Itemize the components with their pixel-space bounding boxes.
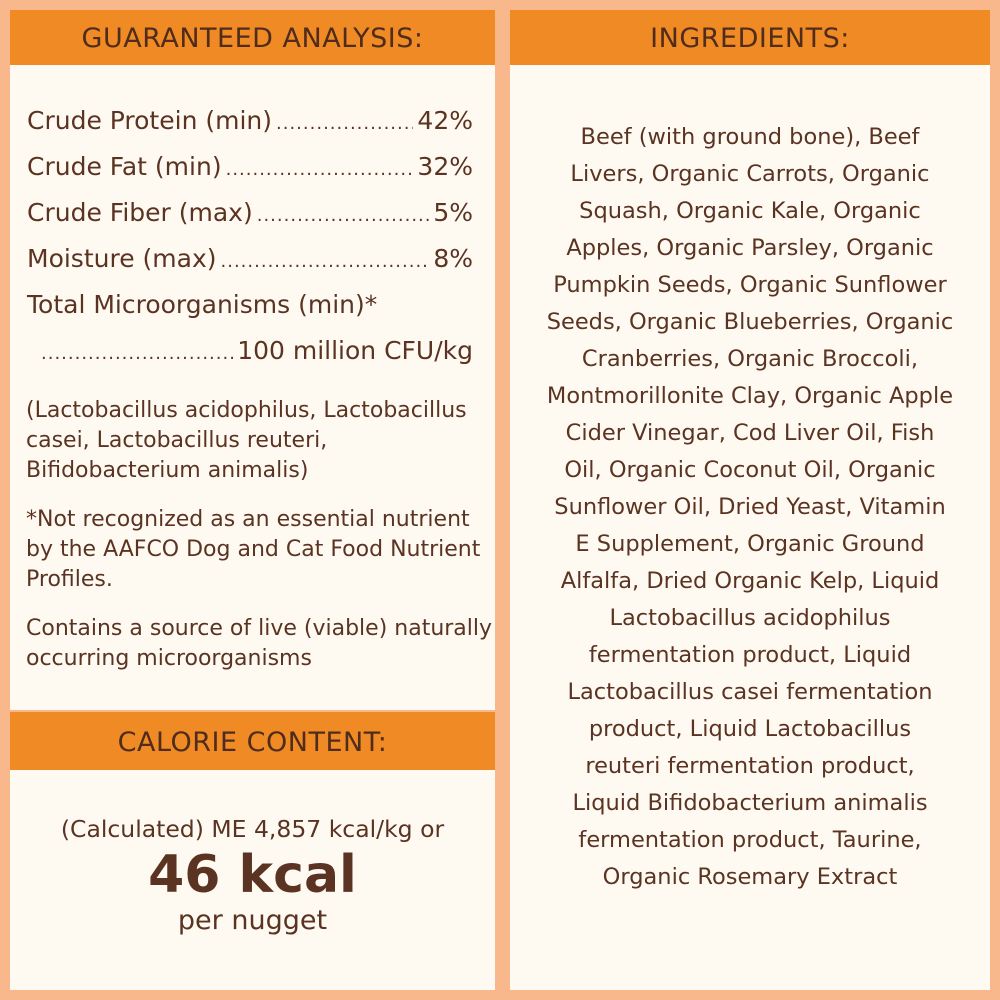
live-note: Contains a source of live (viable) natur…	[26, 616, 493, 671]
row-value: 42%	[417, 106, 473, 135]
ingredients-line: fermentation product, Taurine,	[578, 827, 922, 853]
calorie-header: CALORIE CONTENT:	[10, 712, 495, 770]
leader-dots	[257, 193, 430, 239]
leader-dots	[221, 239, 430, 285]
micro-value-row: 100 million CFU/kg	[27, 328, 473, 374]
row-label: Crude Fiber (max)	[27, 198, 253, 227]
ingredients-line: Montmorillonite Clay, Organic Apple	[546, 383, 954, 409]
leader-dots	[276, 101, 413, 147]
ingredients-line: Lactobacillus acidophilus	[609, 605, 891, 631]
row-value: 32%	[417, 152, 473, 181]
leader-dots	[226, 147, 414, 193]
ingredients-line: Squash, Organic Kale, Organic	[579, 198, 921, 224]
analysis-row: Crude Fat (min) 32%	[27, 144, 473, 190]
ingredients-line: Beef (with ground bone), Beef	[580, 124, 920, 150]
ingredients-line: Oil, Organic Coconut Oil, Organic	[564, 457, 936, 483]
row-label: Moisture (max)	[27, 244, 217, 273]
ingredients-panel	[510, 10, 990, 990]
ingredients-line: Apples, Organic Parsley, Organic	[566, 235, 934, 261]
row-value: 100 million CFU/kg	[237, 336, 473, 365]
leader-dots	[41, 331, 233, 377]
guaranteed-analysis-header: GUARANTEED ANALYSIS:	[10, 10, 495, 65]
calorie-per-nugget-value: 46 kcal	[148, 845, 357, 905]
ingredients-line: Lactobacillus casei fermentation	[567, 679, 933, 705]
ingredients-line: Alfalfa, Dried Organic Kelp, Liquid	[560, 568, 940, 594]
row-label: Total Microorganisms (min)*	[27, 290, 378, 319]
ingredients-list: Beef (with ground bone), Beef Livers, Org…	[515, 119, 985, 896]
row-value: 5%	[433, 198, 473, 227]
ingredients-line: product, Liquid Lactobacillus	[588, 716, 912, 742]
ingredients-line: Pumpkin Seeds, Organic Sunflower	[553, 272, 947, 298]
ingredients-line: reuteri fermentation product,	[585, 753, 915, 779]
row-value: 8%	[433, 244, 473, 273]
calorie-me: (Calculated) ME 4,857 kcal/kg or	[60, 815, 445, 843]
footnote: *Not recognized as an essential nutrient…	[26, 507, 481, 592]
ingredients-line: Livers, Organic Carrots, Organic	[570, 161, 930, 187]
ingredients-line: Organic Rosemary Extract	[602, 864, 898, 890]
analysis-row: Moisture (max) 8%	[27, 236, 473, 282]
analysis-table: Crude Protein (min) 42% Crude Fat (min) 32…	[27, 98, 473, 374]
ingredients-header: INGREDIENTS:	[510, 10, 990, 65]
ingredients-line: Liquid Bifidobacterium animalis	[572, 790, 928, 816]
analysis-row: Crude Protein (min) 42%	[27, 98, 473, 144]
strains-note: (Lactobacillus acidophilus, Lactobacillu…	[26, 398, 467, 483]
micro-label-row: Total Microorganisms (min)*	[27, 282, 473, 328]
calorie-per-nugget-label: per nugget	[177, 905, 328, 936]
ingredients-line: Cranberries, Organic Broccoli,	[581, 346, 919, 372]
ingredients-line: Cider Vinegar, Cod Liver Oil, Fish	[565, 420, 935, 446]
ingredients-line: Seeds, Organic Blueberries, Organic	[546, 309, 954, 335]
row-label: Crude Protein (min)	[27, 106, 273, 135]
analysis-row: Crude Fiber (max) 5%	[27, 190, 473, 236]
ingredients-line: Sunflower Oil, Dried Yeast, Vitamin	[554, 494, 946, 520]
ingredients-line: fermentation product, Liquid	[588, 642, 912, 668]
calorie-body: (Calculated) ME 4,857 kcal/kg or 46 kcal…	[10, 812, 495, 938]
ingredients-line: E Supplement, Organic Ground	[575, 531, 925, 557]
row-label: Crude Fat (min)	[27, 152, 222, 181]
